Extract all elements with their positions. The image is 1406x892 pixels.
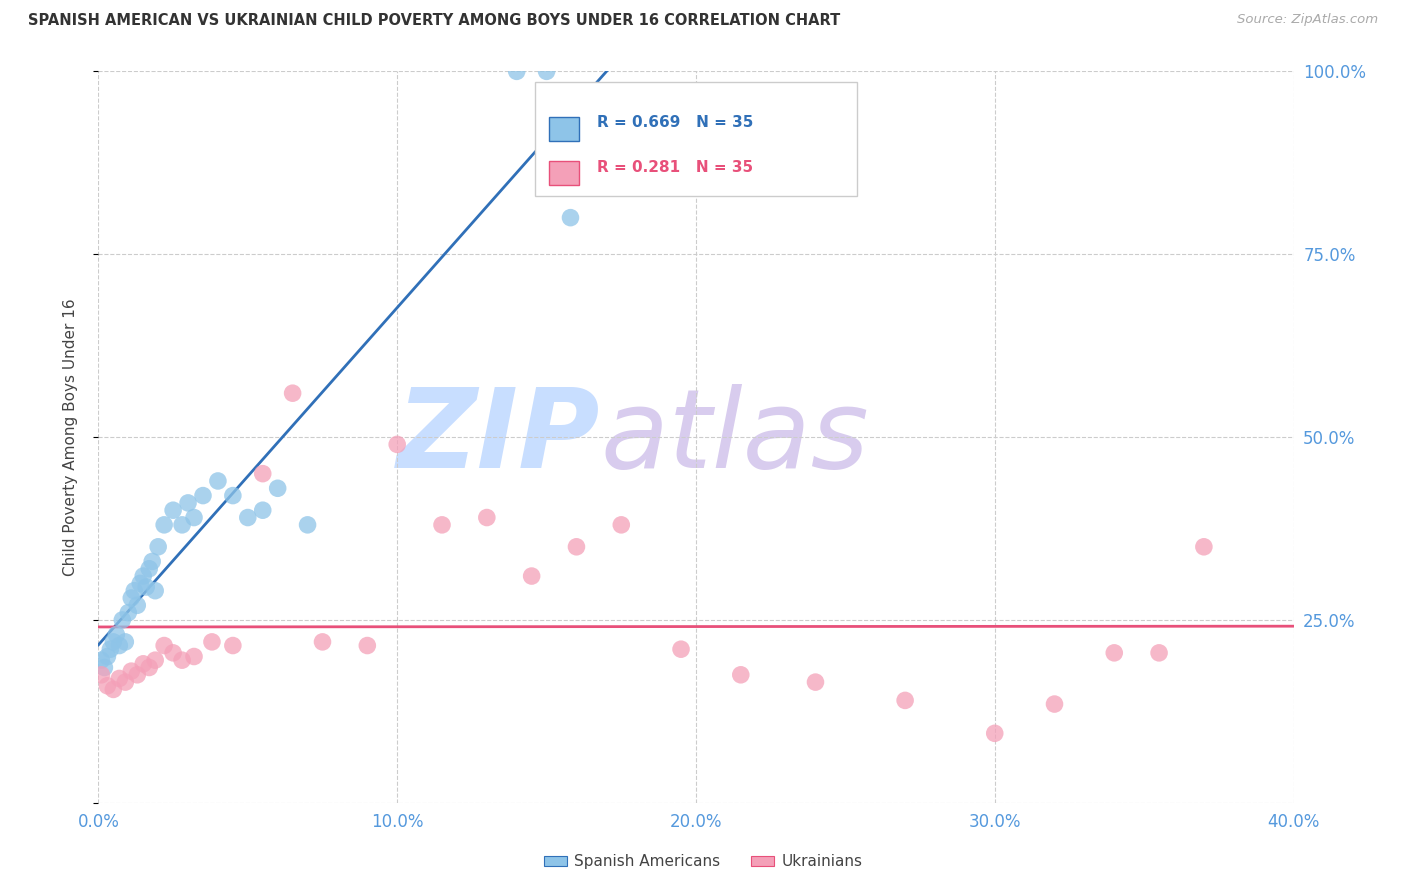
Point [804,675,827,690]
Point [207,474,229,488]
Point [153,639,176,653]
Point [201,635,224,649]
Point [108,672,131,686]
Text: ZIP: ZIP [396,384,600,491]
Point [565,540,588,554]
Point [475,510,498,524]
Point [560,211,582,225]
Point [252,467,274,481]
Point [148,540,170,554]
Point [114,635,136,649]
Point [129,576,152,591]
Point [281,386,304,401]
Point [93,660,115,674]
Point [117,606,139,620]
Text: R = 0.281   N = 35: R = 0.281 N = 35 [596,161,752,176]
Point [1104,646,1126,660]
Point [135,580,157,594]
FancyBboxPatch shape [548,117,579,141]
Point [120,664,142,678]
Point [96,679,118,693]
Point [143,653,166,667]
Point [669,642,692,657]
Point [153,517,176,532]
Text: R = 0.669   N = 35: R = 0.669 N = 35 [596,115,754,130]
Text: Source: ZipAtlas.com: Source: ZipAtlas.com [1237,13,1378,27]
Point [127,599,149,613]
Point [120,591,142,605]
Point [132,657,155,671]
Y-axis label: Child Poverty Among Boys Under 16: Child Poverty Among Boys Under 16 [63,298,77,576]
Point [111,613,134,627]
Point [506,64,529,78]
Point [183,649,205,664]
Point [1147,646,1170,660]
Point [108,639,131,653]
Point [162,646,184,660]
Point [894,693,917,707]
Text: atlas: atlas [600,384,869,491]
Point [90,653,112,667]
Point [138,562,160,576]
Point [132,569,155,583]
Text: SPANISH AMERICAN VS UKRAINIAN CHILD POVERTY AMONG BOYS UNDER 16 CORRELATION CHAR: SPANISH AMERICAN VS UKRAINIAN CHILD POVE… [28,13,841,29]
FancyBboxPatch shape [534,82,858,195]
Point [536,64,558,78]
Point [191,489,214,503]
Point [141,554,163,568]
Point [222,489,245,503]
Point [105,627,128,641]
Point [143,583,166,598]
Point [162,503,184,517]
Point [430,517,453,532]
Point [138,660,160,674]
Point [236,510,259,524]
Point [222,639,245,653]
Point [172,517,194,532]
Point [172,653,194,667]
Point [127,667,149,681]
Point [96,649,118,664]
Point [252,503,274,517]
Point [103,682,125,697]
Point [124,583,146,598]
Point [177,496,200,510]
Point [520,569,543,583]
Point [100,642,122,657]
Point [103,635,125,649]
Point [183,510,205,524]
Point [385,437,409,451]
Point [1192,540,1215,554]
Point [610,517,633,532]
Point [114,675,136,690]
FancyBboxPatch shape [548,161,579,185]
Point [356,639,378,653]
Point [267,481,290,495]
Point [1043,697,1066,711]
Point [730,667,752,681]
Legend: Spanish Americans, Ukrainians: Spanish Americans, Ukrainians [537,848,869,875]
Point [984,726,1007,740]
Point [297,517,319,532]
Point [311,635,333,649]
Point [90,667,112,681]
